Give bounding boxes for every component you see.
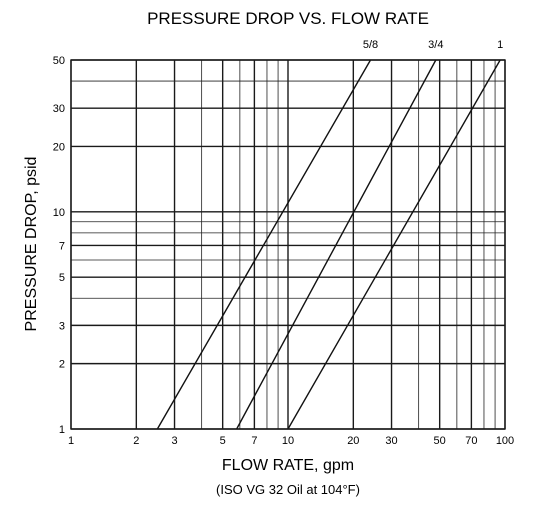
y-tick-label: 20	[53, 141, 65, 153]
x-tick-label: 70	[465, 435, 477, 447]
x-tick-label: 50	[434, 435, 446, 447]
x-tick-label: 3	[171, 435, 177, 447]
x-tick-label: 10	[282, 435, 294, 447]
x-tick-label: 100	[496, 435, 514, 447]
x-tick-label: 30	[385, 435, 397, 447]
series-line-2	[287, 59, 501, 430]
y-tick-label: 30	[53, 103, 65, 115]
chart-title: PRESSURE DROP VS. FLOW RATE	[147, 9, 429, 28]
y-tick-label: 2	[59, 359, 65, 371]
y-tick-label: 10	[53, 207, 65, 219]
series-labels: 5/8 3/4 1	[363, 39, 503, 51]
series-line-0	[156, 59, 372, 430]
x-tick-label: 2	[133, 435, 139, 447]
series-label-1: 3/4	[428, 39, 443, 51]
series-label-0: 5/8	[363, 39, 378, 51]
y-axis-label: PRESSURE DROP, psid	[23, 157, 40, 332]
x-tick-label: 5	[220, 435, 226, 447]
y-tick-label: 3	[59, 320, 65, 332]
y-tick-label: 1	[59, 424, 65, 436]
x-tick-label: 7	[251, 435, 257, 447]
series-label-2: 1	[497, 39, 503, 51]
y-tick-label: 7	[59, 240, 65, 252]
y-tick-label: 5	[59, 272, 65, 284]
series-line-1	[236, 59, 437, 430]
y-tick-labels: 1 2 3 5 7 10 20 30 50	[53, 55, 65, 436]
grid	[70, 59, 506, 430]
x-axis-note: (ISO VG 32 Oil at 104°F)	[216, 482, 360, 497]
x-tick-label: 1	[68, 435, 74, 447]
series-lines	[156, 59, 501, 430]
x-tick-labels: 1 2 3 5 7 10 20 30 50 70 100	[68, 435, 514, 447]
x-tick-label: 20	[347, 435, 359, 447]
y-tick-label: 50	[53, 55, 65, 67]
plot-frame	[70, 59, 506, 430]
x-axis-label: FLOW RATE, gpm	[222, 457, 354, 474]
